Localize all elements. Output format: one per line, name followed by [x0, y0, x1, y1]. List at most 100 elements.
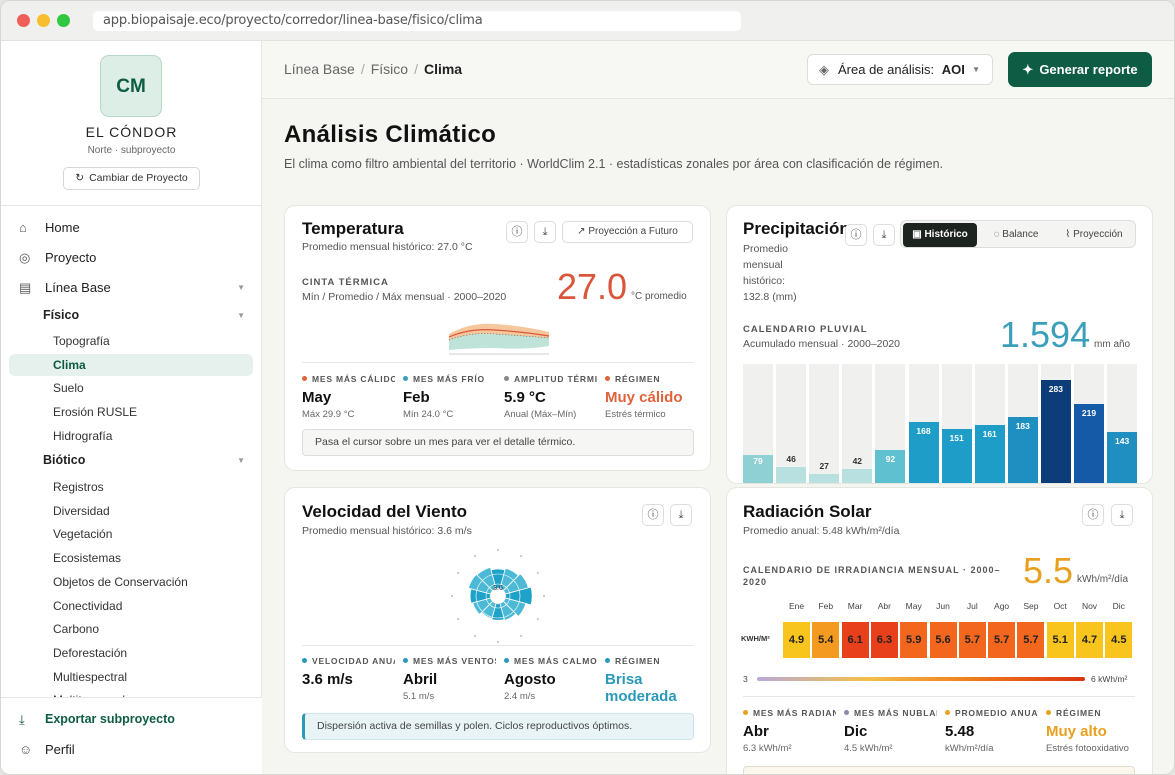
nav-fisico-item-label: Clima	[53, 357, 86, 372]
nav-biotico-item-6[interactable]: Carbono	[9, 618, 253, 640]
irradiance-cell[interactable]: 5.7	[1017, 622, 1045, 658]
nav-biotico-item-label: Registros	[53, 480, 104, 494]
wind-stat-key: RÉGIMEN	[605, 656, 698, 666]
nav-biotico-item-8[interactable]: Multiespectral	[9, 666, 253, 688]
rain-bar[interactable]	[875, 450, 906, 483]
nav-fisico-item-label: Topografía	[53, 334, 110, 348]
close-dot[interactable]	[17, 14, 30, 27]
rain-bar[interactable]	[908, 422, 939, 483]
crumb-linea-base[interactable]: Línea Base	[284, 61, 355, 77]
crumb-fisico[interactable]: Físico	[370, 61, 409, 77]
nav-proyecto[interactable]: ◎ Proyecto	[9, 246, 253, 269]
bullet-dot	[504, 658, 509, 663]
rain-bar[interactable]	[743, 455, 773, 483]
user-icon: ☺	[19, 742, 33, 757]
nav-biotico-label: Biótico	[43, 453, 86, 467]
nav-fisico[interactable]: Físico ▼	[9, 304, 253, 327]
solar-month-label: May	[905, 601, 922, 611]
solar-stat-key: RÉGIMEN	[1046, 708, 1139, 718]
rain-bar-label: 219	[1081, 407, 1097, 418]
tab-proyeccion[interactable]: ⌇ Proyección	[1053, 223, 1135, 247]
nav-biotico-item-label: Multiespectral	[53, 669, 128, 684]
wind-stat-key: VELOCIDAD ANUAL	[302, 656, 395, 666]
rain-bar[interactable]	[809, 474, 840, 483]
solar-stat-key-text: PROMEDIO ANUAL	[955, 708, 1038, 718]
irradiance-cell[interactable]: 5.4	[812, 622, 840, 658]
url-bar[interactable]: app.biopaisaje.eco/proyecto/corredor/lin…	[93, 11, 741, 31]
nav-fisico-label: Físico	[43, 308, 80, 322]
irradiance-cell[interactable]: 5.9	[900, 622, 928, 658]
nav-biotico-item-1[interactable]: Diversidad	[9, 500, 253, 522]
nav-linea-base[interactable]: ▤ Línea Base ▼	[9, 276, 253, 299]
generate-report-button[interactable]: ✦ Generar reporte	[1008, 52, 1152, 87]
solar-stat-key-text: MES MÁS RADIANTE	[753, 708, 836, 718]
wind-rose-sector[interactable]	[496, 586, 533, 606]
solar-stat-key-text: RÉGIMEN	[1056, 708, 1102, 718]
irradiance-cell[interactable]: 4.5	[1105, 622, 1133, 658]
nav-biotico-item-5[interactable]: Conectividad	[9, 595, 253, 617]
info-button[interactable]: ⓘ	[845, 224, 867, 246]
temp-big-unit: °C promedio	[631, 291, 687, 302]
solar-stat-key: PROMEDIO ANUAL	[945, 708, 1038, 718]
irradiance-cell[interactable]: 4.7	[1076, 622, 1103, 658]
wind-stat-value: Agosto	[504, 671, 556, 688]
nav-fisico-item-1[interactable]: Clima	[9, 353, 253, 376]
nav-fisico-item-4[interactable]: Hidrografía	[9, 425, 253, 447]
rain-bar[interactable]	[974, 424, 1005, 483]
download-button[interactable]: ⤓	[534, 221, 556, 243]
maximize-dot[interactable]	[57, 14, 70, 27]
nav-biotico-item-2[interactable]: Vegetación	[9, 523, 253, 545]
rain-bar[interactable]	[1007, 416, 1038, 483]
nav-fisico-item-0[interactable]: Topografía	[9, 330, 253, 352]
wind-rose-tick	[451, 595, 453, 597]
bullet-dot	[844, 710, 849, 715]
rain-bar[interactable]	[1074, 403, 1104, 483]
nav-biotico-item-0[interactable]: Registros	[9, 476, 253, 498]
chevron-down-icon: ▼	[237, 311, 245, 320]
aoi-select[interactable]: ◈ Área de análisis: AOI ▼	[807, 54, 993, 85]
rain-bar[interactable]	[941, 428, 972, 483]
temp-stat-value: Feb	[403, 389, 430, 406]
wind-rose-sector[interactable]	[476, 566, 499, 598]
wind-rose-tick	[520, 634, 522, 637]
irradiance-cell[interactable]: 4.9	[783, 622, 810, 658]
wind-rose-sector[interactable]	[467, 573, 500, 597]
irradiance-cell[interactable]: 6.3	[870, 622, 898, 658]
nav-home[interactable]: ⌂ Home	[9, 216, 253, 239]
rain-bar[interactable]	[1107, 431, 1138, 483]
download-button[interactable]: ⤓	[873, 224, 895, 246]
nav-export[interactable]: ⤓ Exportar subproyecto	[9, 708, 253, 731]
rain-bar[interactable]	[1040, 380, 1071, 483]
rain-bar[interactable]	[842, 468, 873, 483]
info-button[interactable]: ⓘ	[642, 504, 664, 526]
download-button[interactable]: ⤓	[1111, 504, 1133, 526]
irradiance-cell[interactable]: 5.6	[929, 622, 957, 658]
nav-biotico-item-3[interactable]: Ecosistemas	[9, 547, 253, 569]
solar-stat: PROMEDIO ANUAL 5.48 kWh/m²/día	[945, 708, 1038, 754]
nav-biotico-item-7[interactable]: Deforestación	[9, 642, 253, 664]
irradiance-cell[interactable]: 6.1	[841, 622, 869, 658]
irradiance-cell[interactable]: 5.7	[988, 622, 1016, 658]
nav-perfil[interactable]: ☺ Perfil	[9, 738, 253, 761]
precipitation-card: Precipitación Promedio mensual histórico…	[726, 205, 1153, 484]
wind-rose-ring	[475, 573, 521, 619]
minimize-dot[interactable]	[37, 14, 50, 27]
solar-big-value: 5.5	[1023, 550, 1074, 591]
irradiance-cell[interactable]: 5.1	[1046, 622, 1074, 658]
tab-historico[interactable]: ▣ Histórico	[903, 223, 977, 247]
nav-fisico-item-2[interactable]: Suelo	[9, 377, 253, 399]
nav-biotico-item-4[interactable]: Objetos de Conservación	[9, 571, 253, 593]
tab-balance[interactable]: ◌ Balance	[981, 223, 1051, 247]
nav-fisico-item-3[interactable]: Erosión RUSLE	[9, 401, 253, 423]
change-project-button[interactable]: ↻ Cambiar de Proyecto	[63, 167, 200, 190]
wind-stat-note: 5.1 m/s	[403, 691, 435, 702]
info-button[interactable]: ⓘ	[1082, 504, 1104, 526]
projection-button[interactable]: ↗ Proyección a Futuro	[562, 221, 693, 243]
irradiance-cell[interactable]: 5.7	[958, 622, 986, 658]
solar-month-label: Ene	[788, 601, 805, 611]
rain-bar[interactable]	[776, 467, 807, 483]
info-button[interactable]: ⓘ	[506, 221, 528, 243]
wind-rose-sector[interactable]	[496, 595, 527, 617]
download-button[interactable]: ⤓	[670, 504, 692, 526]
nav-biotico[interactable]: Biótico ▼	[9, 449, 253, 472]
